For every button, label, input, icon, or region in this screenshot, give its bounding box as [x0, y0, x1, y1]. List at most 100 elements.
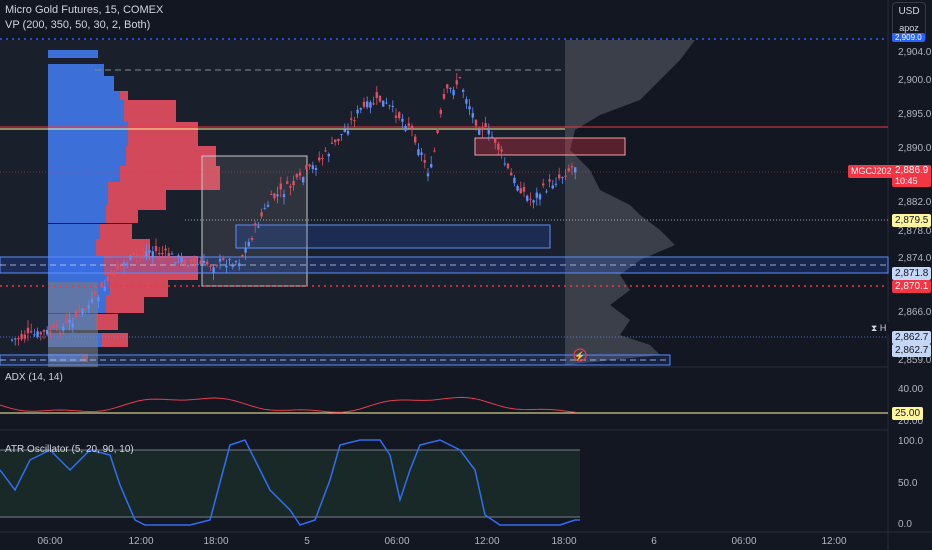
candle [164, 248, 167, 251]
candle [519, 188, 522, 194]
price-tick: 2,900.0 [898, 75, 932, 86]
time-tick: 06:00 [384, 536, 410, 547]
price-tick: 2,878.0 [898, 226, 932, 237]
candle [305, 165, 308, 170]
vp-indicator-label[interactable]: VP (200, 350, 50, 30, 2, Both) [5, 19, 151, 31]
level-tag-blue: 2,862.7 [892, 331, 932, 344]
time-tick: 12:00 [474, 536, 500, 547]
candle [337, 138, 340, 142]
candle [74, 311, 78, 317]
atr-label[interactable]: ATR Oscillator (5, 20, 90, 10) [5, 444, 134, 455]
candle [362, 101, 366, 107]
symbol-tag: MGCJ2025 [848, 165, 900, 178]
candle [468, 106, 471, 110]
candle [474, 119, 478, 126]
candle [148, 250, 151, 253]
candle [142, 255, 145, 257]
candle [506, 163, 510, 169]
price-tick: 2,866.0 [898, 307, 932, 318]
vp-bar-down [106, 295, 144, 313]
candle [202, 260, 206, 264]
candle [404, 126, 407, 131]
candle [190, 259, 193, 263]
candle [346, 130, 350, 135]
vp-bar-up [48, 64, 104, 76]
candle [279, 183, 282, 190]
candle [10, 339, 14, 341]
candle [340, 133, 343, 135]
candle [26, 327, 30, 334]
candle [87, 304, 90, 310]
time-tick: 12:00 [128, 536, 154, 547]
time-tick: 06:00 [731, 536, 757, 547]
candle [282, 194, 286, 198]
candle [170, 253, 174, 255]
candle [372, 103, 375, 105]
vp-bar-down [100, 224, 132, 240]
vp-bar-up [48, 205, 106, 223]
volume-profile-right [565, 40, 695, 365]
supply-zone[interactable] [474, 137, 626, 156]
candle [561, 177, 564, 179]
candle [231, 265, 234, 267]
candle [151, 251, 154, 258]
level-tag-blue: 2,871.8 [892, 267, 932, 280]
currency-sub: apoz [899, 23, 919, 33]
vp-right-shape [565, 40, 695, 365]
symbol-title[interactable]: Micro Gold Futures, 15, COMEX [5, 4, 164, 16]
candle [42, 329, 46, 332]
candle [330, 142, 334, 144]
candle [292, 180, 295, 186]
candle [71, 323, 74, 328]
candle [135, 254, 138, 256]
price-tick: 2,874.0 [898, 253, 932, 264]
h-marker[interactable]: ⧗ H [868, 322, 890, 335]
candle [494, 138, 497, 143]
candle [23, 334, 26, 339]
candle [554, 183, 558, 185]
adx-label[interactable]: ADX (14, 14) [5, 372, 63, 383]
candle [417, 149, 420, 156]
candle [183, 259, 186, 264]
candle [465, 99, 468, 104]
candle [212, 267, 215, 273]
candle [186, 265, 190, 267]
candle [20, 334, 23, 340]
candle [433, 150, 436, 152]
range-box[interactable] [201, 155, 308, 287]
candle [542, 183, 545, 186]
candle [225, 265, 228, 268]
candle [385, 102, 388, 104]
candle [113, 271, 116, 276]
candle [394, 115, 398, 118]
adx-line [0, 396, 577, 413]
candle [324, 150, 327, 152]
candle [516, 186, 519, 191]
blue-zone[interactable] [235, 224, 551, 249]
atr-tick: 0.0 [898, 519, 912, 530]
candle [535, 192, 538, 198]
candle [407, 123, 410, 126]
event-icon[interactable] [573, 348, 587, 362]
level-tag-red: 2,870.1 [892, 280, 932, 293]
vp-bar-down [96, 314, 118, 330]
candle [295, 174, 298, 178]
candle [532, 200, 535, 203]
candle [353, 120, 356, 122]
time-tick: 6 [651, 536, 657, 547]
candle [234, 261, 238, 263]
candle [260, 212, 263, 217]
current-price: 2,886.9 [895, 165, 929, 176]
candle [446, 84, 449, 89]
candle [311, 165, 314, 170]
candle [46, 329, 49, 335]
candle [414, 136, 417, 143]
candle [30, 331, 33, 333]
candle [84, 308, 87, 310]
candle [257, 226, 260, 228]
candle [138, 254, 142, 256]
candle [401, 118, 404, 122]
candlesticks [10, 73, 577, 346]
candle [487, 129, 490, 135]
